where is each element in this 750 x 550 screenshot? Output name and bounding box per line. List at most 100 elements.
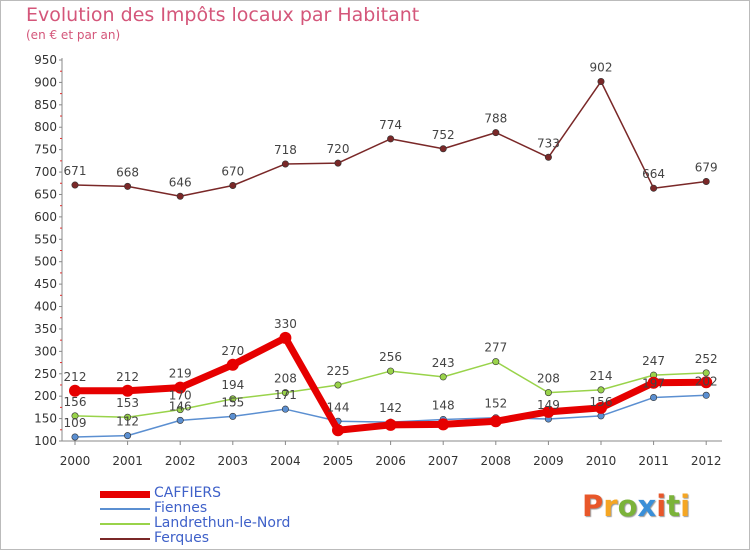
data-label: 152 [484,397,507,411]
data-point-ferques [702,177,710,185]
data-point-ferques [124,182,132,190]
data-point-caffiers [647,376,660,389]
y-tick-label: 750 [34,143,57,157]
data-label: 902 [590,61,613,75]
data-label: 208 [537,372,560,386]
data-point-fiennes [650,394,658,402]
data-label: 149 [537,398,560,412]
data-label: 225 [327,364,350,378]
data-point-landrethun-le-nord [439,373,447,381]
data-point-ferques [71,181,79,189]
y-tick-label: 450 [34,277,57,291]
data-point-ferques [544,153,552,161]
y-tick-label: 100 [34,434,57,448]
legend-label: Ferques [154,530,210,546]
data-label: 752 [432,128,455,142]
logo-letter: r [603,489,618,523]
chart-subtitle: (en € et par an) [26,28,121,42]
data-point-caffiers [437,418,450,431]
y-tick-label: 400 [34,300,57,314]
data-point-landrethun-le-nord [229,395,237,403]
x-tick-label: 2011 [638,454,669,468]
data-point-landrethun-le-nord [387,367,395,375]
data-label: 153 [116,396,139,410]
y-tick-label: 300 [34,344,57,358]
data-point-landrethun-le-nord [124,413,132,421]
data-label: 256 [379,350,402,364]
data-label: 664 [642,167,665,181]
data-label: 252 [695,352,718,366]
data-label: 718 [274,143,297,157]
data-point-ferques [597,78,605,86]
data-label: 155 [221,395,244,409]
data-point-caffiers [700,376,713,389]
logo-letter: x [637,489,657,523]
data-point-ferques [492,129,500,137]
y-tick-label: 950 [34,53,57,67]
data-point-landrethun-le-nord [176,406,184,414]
data-label: 197 [642,377,665,391]
data-point-ferques [387,135,395,143]
data-label: 202 [695,374,718,388]
x-tick-label: 2009 [533,454,564,468]
data-point-fiennes [176,416,184,424]
data-point-caffiers [174,381,187,394]
legend-swatch [100,523,150,525]
data-point-caffiers [226,358,239,371]
data-point-ferques [176,192,184,200]
data-label: 733 [537,136,560,150]
x-tick-label: 2007 [428,454,459,468]
data-point-caffiers [332,424,344,437]
data-label: 788 [484,112,507,126]
data-label: 194 [221,378,244,392]
logo-letter: i [680,489,691,523]
data-point-landrethun-le-nord [492,358,500,366]
data-point-caffiers [542,405,555,418]
data-label: 109 [64,416,87,430]
legend-label: CAFFIERS [154,485,222,501]
y-tick-label: 700 [34,165,57,179]
data-point-landrethun-le-nord [334,381,342,389]
logo-letter: t [666,489,681,523]
data-point-fiennes [281,405,289,413]
data-point-fiennes [229,412,237,420]
y-tick-label: 600 [34,210,57,224]
x-tick-label: 2008 [481,454,512,468]
x-tick-label: 2005 [323,454,354,468]
data-point-fiennes [702,391,710,399]
data-label: 208 [274,372,297,386]
data-point-ferques [650,184,658,192]
data-label: 142 [379,401,402,415]
legend-swatch [100,491,150,498]
data-label: 156 [590,395,613,409]
data-label: 171 [274,388,297,402]
y-tick-label: 650 [34,187,57,201]
data-label: 330 [274,317,297,331]
data-point-caffiers [489,415,502,428]
data-label: 270 [221,344,244,358]
y-tick-label: 850 [34,98,57,112]
data-point-caffiers [69,384,81,397]
data-label: 146 [169,399,192,413]
data-label: 144 [327,400,350,414]
y-tick-label: 550 [34,232,57,246]
data-label: 212 [64,370,87,384]
data-label: 646 [169,175,192,189]
data-label: 670 [221,165,244,179]
data-point-landrethun-le-nord [281,389,289,397]
legend-swatch [100,508,150,510]
data-label: 243 [432,356,455,370]
data-point-landrethun-le-nord [544,389,552,397]
data-label: 720 [327,142,350,156]
data-point-ferques [281,160,289,168]
data-point-caffiers [121,384,134,397]
data-point-ferques [439,145,447,153]
legend-swatch [100,538,150,540]
data-point-caffiers [279,331,292,344]
y-tick-label: 900 [34,75,57,89]
data-point-fiennes [71,433,79,441]
data-point-caffiers [384,418,397,431]
chart-title: Evolution des Impôts locaux par Habitant [26,4,420,26]
data-label: 219 [169,367,192,381]
